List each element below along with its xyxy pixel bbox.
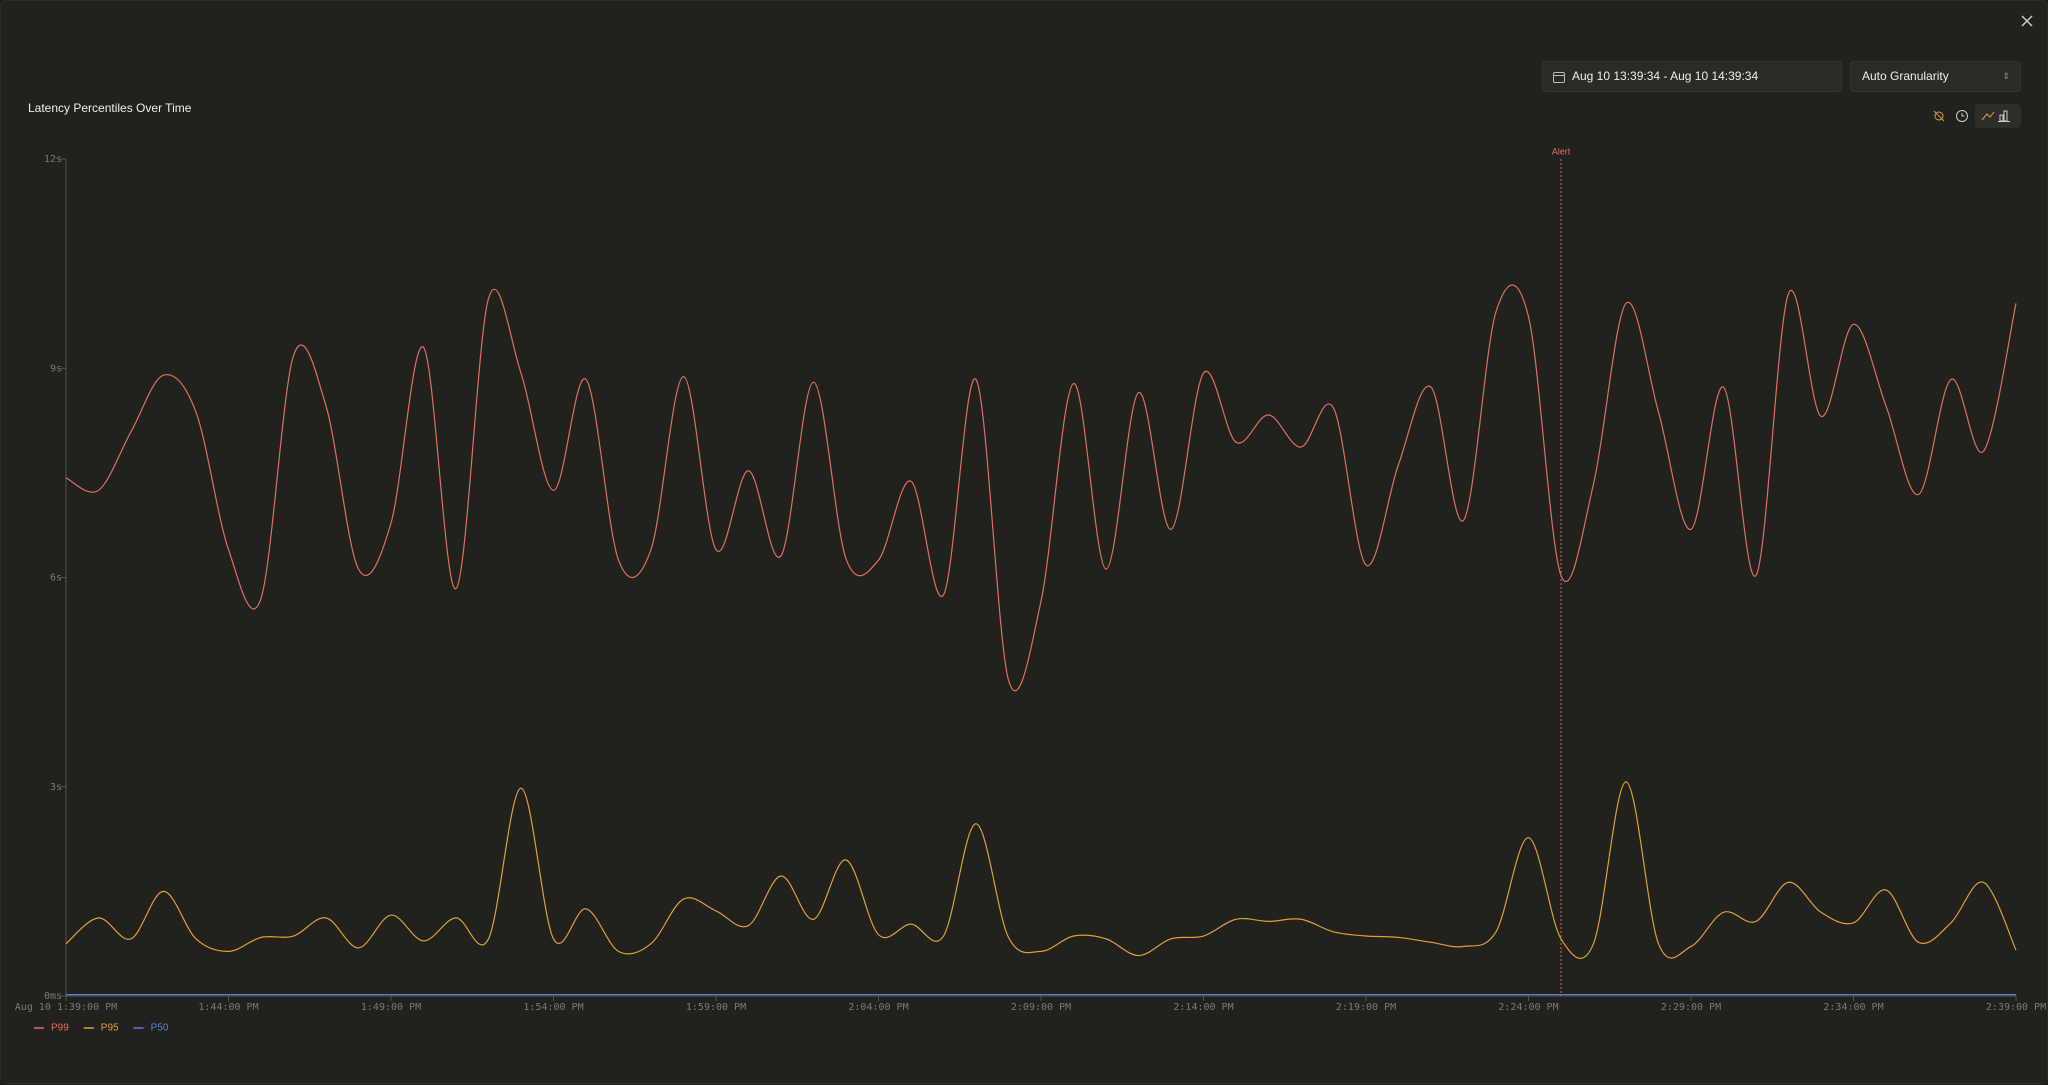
- series-line: [65, 781, 2017, 959]
- granularity-select[interactable]: Auto Granularity ⇕: [1850, 61, 2021, 92]
- alert-toggle[interactable]: [1933, 110, 1945, 122]
- x-tick-label: 2:39:00 PM: [1986, 1002, 2046, 1013]
- x-tick-label: 1:44:00 PM: [198, 1002, 258, 1013]
- close-button[interactable]: [2021, 15, 2033, 27]
- granularity-text: Auto Granularity: [1862, 69, 1949, 83]
- chart-type-group: [1975, 104, 2021, 128]
- x-tick-label: 1:49:00 PM: [361, 1002, 421, 1013]
- x-tick-label: 1:59:00 PM: [686, 1002, 746, 1013]
- x-tick-label: 2:04:00 PM: [848, 1002, 908, 1013]
- series-line: [65, 284, 2017, 692]
- alert-label: Alert: [1552, 146, 1571, 156]
- legend-label: P95: [101, 1023, 119, 1034]
- x-tick-label: 2:29:00 PM: [1661, 1002, 1721, 1013]
- y-tick-label: 0ms: [44, 991, 62, 1002]
- date-range-picker[interactable]: Aug 10 13:39:34 - Aug 10 14:39:34: [1542, 61, 1842, 92]
- x-tick-label: 2:09:00 PM: [1011, 1002, 1071, 1013]
- time-toggle[interactable]: [1956, 110, 1968, 122]
- line-chart-toggle[interactable]: [1981, 111, 1995, 121]
- legend-label: P50: [151, 1023, 169, 1034]
- chart-title: Latency Percentiles Over Time: [28, 101, 192, 115]
- x-tick-label: 1:54:00 PM: [523, 1002, 583, 1013]
- x-tick-label: 2:14:00 PM: [1173, 1002, 1233, 1013]
- x-tick-label: Aug 10 1:39:00 PM: [15, 1002, 117, 1013]
- toolbar: [1933, 104, 2021, 128]
- calendar-icon: [1553, 72, 1565, 83]
- y-tick-label: 12s: [44, 154, 62, 165]
- bar-chart-toggle[interactable]: [1998, 110, 2010, 122]
- legend-label: P99: [51, 1023, 69, 1034]
- x-tick-label: 2:34:00 PM: [1823, 1002, 1883, 1013]
- y-tick-label: 9s: [50, 363, 62, 374]
- y-tick-label: 6s: [50, 573, 62, 584]
- x-tick-label: 2:19:00 PM: [1336, 1002, 1396, 1013]
- select-arrows: ⇕: [2002, 71, 2010, 81]
- y-tick-label: 3s: [50, 782, 62, 793]
- x-tick-label: 2:24:00 PM: [1498, 1002, 1558, 1013]
- date-range-text: Aug 10 13:39:34 - Aug 10 14:39:34: [1572, 69, 1759, 83]
